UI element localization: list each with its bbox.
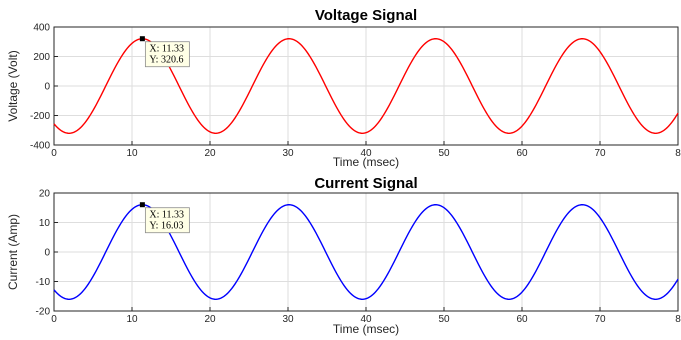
x-tick-label: 0 [51,148,57,159]
x-tick-label: 30 [282,148,294,159]
x-tick-label: 10 [126,314,138,325]
datatip-x: X: 11.33 [149,210,184,221]
y-tick-label: 0 [44,248,50,259]
x-tick-label: 20 [204,314,216,325]
y-axis-label: Voltage (Volt) [6,50,20,121]
datatip-y: Y: 320.6 [149,55,183,66]
x-tick-label: 8 [675,148,681,159]
datatip-y: Y: 16.03 [149,221,183,232]
x-tick-label: 70 [594,314,606,325]
chart-title: Current Signal [314,175,417,192]
y-tick-label: 400 [33,23,50,34]
voltage-chart: 0 10 20 30 40 50 60 70 8 -400 -200 0 200 400 Voltage S… [6,7,681,169]
x-axis-label: Time (msec) [333,155,399,169]
x-tick-label: 20 [204,148,216,159]
x-tick-label: 8 [675,314,681,325]
y-tick-label: -20 [36,307,51,318]
current-chart: 0 10 20 30 40 50 60 70 8 -20 -10 0 10 20 Current Signa… [6,175,681,336]
y-tick-label: 0 [44,82,50,93]
x-tick-label: 70 [594,148,606,159]
y-tick-label: 200 [33,52,50,63]
y-tick-label: 20 [39,189,51,200]
datatip-marker [139,202,145,208]
x-tick-label: 40 [360,148,372,159]
y-axis-label: Current (Amp) [6,214,20,290]
y-tick-label: -10 [36,277,51,288]
x-tick-label: 50 [438,148,450,159]
datatip-x: X: 11.33 [149,44,184,55]
datatip-box [144,41,190,68]
x-tick-label: 60 [516,148,528,159]
datatip-marker [139,36,145,42]
datatip-box [144,207,190,234]
y-tick-label: -200 [30,111,50,122]
y-tick-label: -400 [30,141,50,152]
x-axis-label: Time (msec) [333,322,399,336]
x-tick-label: 40 [360,314,372,325]
x-tick-label: 60 [516,314,528,325]
x-tick-label: 10 [126,148,138,159]
y-tick-label: 10 [39,218,51,229]
x-tick-label: 30 [282,314,294,325]
x-tick-label: 0 [51,314,57,325]
chart-title: Voltage Signal [315,7,417,24]
x-tick-label: 50 [438,314,450,325]
